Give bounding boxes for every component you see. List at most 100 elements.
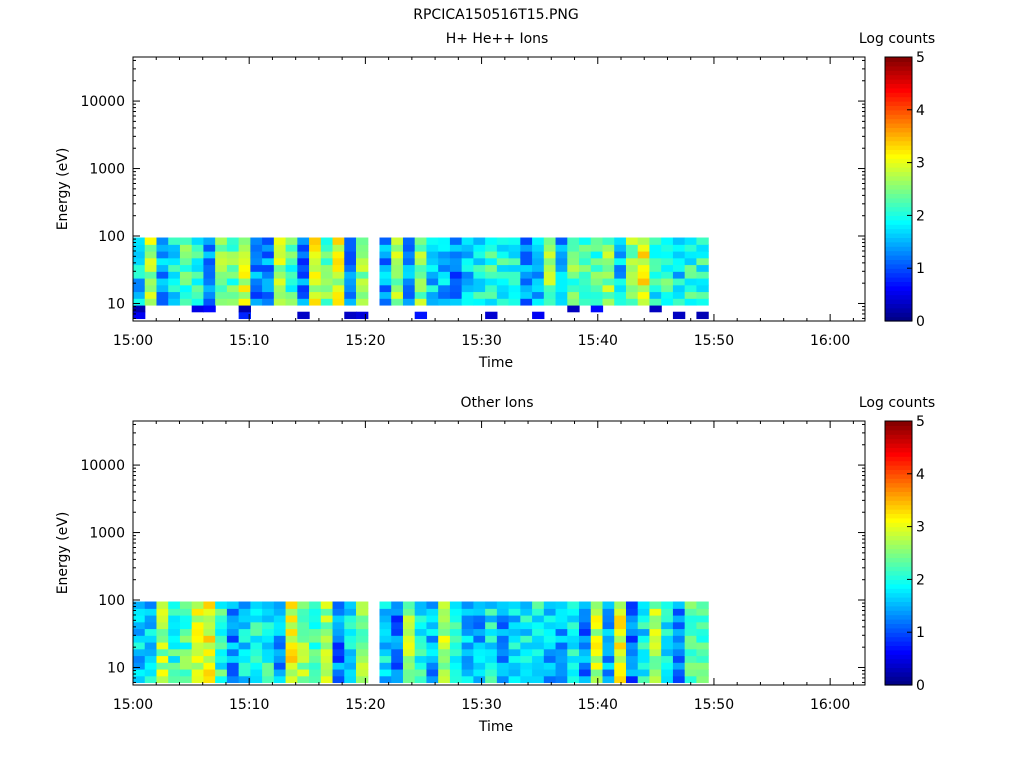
colorbar-tick-label: 0 — [916, 314, 925, 330]
heatmap-cell — [168, 635, 181, 643]
heatmap-cell — [590, 264, 604, 272]
heatmap-cell — [309, 662, 322, 670]
heatmap-cell — [555, 648, 568, 657]
heatmap-cell — [684, 675, 698, 684]
heatmap-cell — [414, 284, 428, 293]
heatmap-cell — [168, 271, 181, 279]
heatmap-cell — [226, 648, 240, 657]
colorbar-band — [885, 285, 912, 291]
heatmap-cell — [402, 284, 416, 293]
heatmap-cell — [473, 675, 486, 684]
heatmap-cell — [356, 601, 369, 609]
heatmap-cell — [672, 298, 686, 306]
heatmap-cell — [285, 264, 298, 272]
heatmap-cell — [649, 628, 662, 636]
colorbar-band — [885, 281, 912, 287]
colorbar-band — [885, 456, 912, 462]
heatmap-cell — [672, 608, 686, 616]
heatmap-cell — [402, 675, 416, 684]
heatmap-cell — [133, 668, 146, 677]
heatmap-cell — [402, 635, 416, 643]
heatmap-cell — [532, 257, 545, 266]
heatmap-cell — [320, 244, 334, 252]
heatmap-cell — [320, 628, 334, 636]
heatmap-cell — [637, 264, 651, 272]
heatmap-cell — [661, 608, 674, 616]
heatmap-cell — [238, 311, 251, 320]
heatmap-cell — [191, 628, 205, 636]
heatmap-cell — [226, 615, 240, 623]
heatmap-cell — [273, 257, 287, 266]
heatmap-cell — [672, 628, 686, 636]
heatmap-cell — [273, 662, 287, 670]
heatmap-cell — [649, 237, 662, 245]
heatmap-cell — [414, 621, 428, 630]
colorbar-band — [885, 131, 912, 137]
heatmap-cell — [356, 251, 369, 259]
heatmap-cell — [285, 662, 298, 670]
heatmap-cell — [297, 648, 310, 657]
heatmap-cell — [356, 621, 369, 630]
heatmap-cell — [156, 271, 169, 279]
heatmap-cell — [203, 251, 216, 259]
heatmap-cell — [543, 608, 557, 616]
x-tick-label: 15:10 — [229, 697, 269, 713]
heatmap-cell — [696, 601, 709, 609]
heatmap-cell — [144, 628, 158, 636]
heatmap-cell — [590, 237, 604, 245]
heatmap-cell — [191, 251, 205, 259]
heatmap-cell — [309, 608, 322, 616]
heatmap-cell — [203, 675, 216, 684]
heatmap-cell — [332, 244, 345, 252]
heatmap-cell — [649, 257, 662, 266]
colorbar-frame — [884, 56, 913, 322]
heatmap-cell — [473, 244, 486, 252]
heatmap-cell — [555, 668, 568, 677]
heatmap-cell — [485, 291, 498, 299]
heatmap-cell — [637, 237, 651, 245]
heatmap-cell — [215, 655, 228, 663]
heatmap-cell — [684, 608, 698, 616]
heatmap-cell — [543, 298, 557, 306]
heatmap-cell — [156, 291, 169, 299]
heatmap-cell — [285, 298, 298, 306]
heatmap-cell — [473, 284, 486, 293]
colorbar-band — [885, 79, 912, 84]
x-tick-label: 15:10 — [229, 333, 269, 349]
heatmap-cell — [520, 648, 533, 657]
heatmap-cell — [438, 675, 451, 684]
heatmap-cell — [391, 635, 404, 643]
heatmap-cell — [543, 271, 557, 279]
heatmap-cell — [614, 251, 627, 259]
heatmap-cell — [203, 655, 216, 663]
heatmap-cell — [203, 277, 216, 286]
colorbar-band — [885, 557, 912, 563]
heatmap-cell — [602, 291, 615, 299]
heatmap-cell — [520, 601, 533, 609]
heatmap-cell — [602, 621, 615, 630]
heatmap-cell — [649, 621, 662, 630]
heatmap-cell — [144, 284, 158, 293]
heatmap-cell — [379, 277, 392, 286]
heatmap-cell — [203, 615, 216, 623]
heatmap-cell — [250, 264, 263, 272]
heatmap-cell — [426, 271, 439, 279]
heatmap-cell — [614, 621, 627, 630]
heatmap-cell — [250, 675, 263, 684]
heatmap-cell — [133, 615, 146, 623]
heatmap-cell — [661, 628, 674, 636]
heatmap-cell — [614, 628, 627, 636]
heatmap-cell — [590, 635, 604, 643]
heatmap-cell — [696, 271, 709, 279]
heatmap-cell — [238, 291, 251, 299]
heatmap-cell — [543, 621, 557, 630]
colorbar-tick-label: 4 — [916, 103, 925, 119]
heatmap-cell — [156, 615, 169, 623]
heatmap-cell — [696, 628, 709, 636]
colorbar-band — [885, 605, 912, 611]
heatmap-cell — [637, 648, 651, 657]
heatmap-cell — [250, 621, 263, 630]
heatmap-cell — [496, 641, 510, 650]
heatmap-cell — [426, 655, 439, 663]
heatmap-cell — [297, 635, 310, 643]
